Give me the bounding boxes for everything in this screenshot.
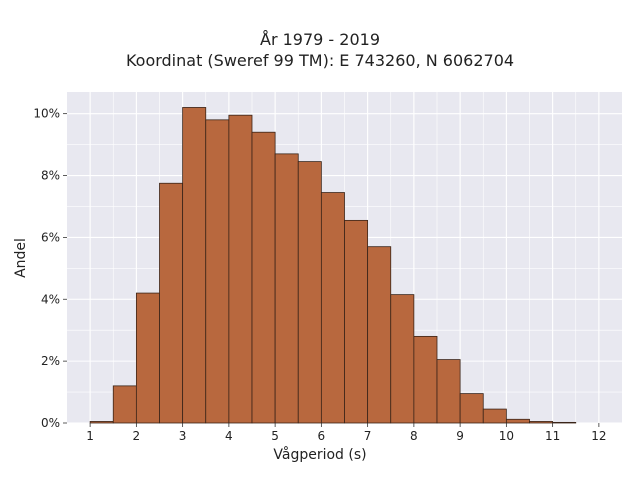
- plot-area: 1 2 3 4 5 6 7 8 9 10 11 120%2%4%6%8%10%: [33, 92, 622, 443]
- histogram-bar: [367, 246, 392, 424]
- histogram-bar: [529, 421, 554, 424]
- y-tick-label: 6%: [41, 230, 60, 244]
- x-tick-label: 12: [591, 429, 606, 443]
- y-tick-label: 8%: [41, 169, 60, 183]
- histogram-bar: [251, 131, 276, 424]
- x-axis-label: Vågperiod (s): [273, 447, 367, 463]
- x-tick-label: 4: [225, 429, 233, 443]
- x-tick-label: 3: [179, 429, 187, 443]
- x-tick-label: 6: [318, 429, 326, 443]
- histogram-bar: [459, 393, 484, 424]
- histogram-bar: [159, 182, 184, 424]
- histogram-bar: [89, 421, 114, 424]
- histogram-bar: [205, 119, 230, 424]
- x-tick-label: 1: [86, 429, 94, 443]
- histogram-bar: [505, 418, 530, 424]
- histogram-bar: [228, 114, 253, 424]
- x-tick-label: 2: [133, 429, 141, 443]
- histogram-bar: [552, 421, 577, 424]
- x-tick-label: 7: [364, 429, 372, 443]
- y-tick-label: 4%: [41, 292, 60, 306]
- histogram-bar: [482, 408, 507, 424]
- y-tick-label: 2%: [41, 354, 60, 368]
- histogram-bar: [297, 161, 322, 424]
- chart-title: År 1979 - 2019: [260, 30, 380, 49]
- x-tick-label: 11: [545, 429, 560, 443]
- x-tick-label: 5: [271, 429, 279, 443]
- histogram-bar: [274, 153, 299, 424]
- histogram-bar: [436, 359, 461, 424]
- y-tick-label: 0%: [41, 416, 60, 430]
- x-tick-label: 8: [410, 429, 418, 443]
- y-tick-label: 10%: [33, 107, 60, 121]
- histogram-bar: [320, 192, 345, 424]
- x-tick-label: 10: [499, 429, 514, 443]
- y-axis-label: Andel: [13, 238, 29, 278]
- chart-subtitle: Koordinat (Sweref 99 TM): E 743260, N 60…: [125, 51, 515, 70]
- histogram-bar: [413, 335, 438, 424]
- histogram-bar: [390, 294, 415, 424]
- histogram-bar: [112, 385, 137, 424]
- histogram-bar: [182, 107, 207, 424]
- x-tick-label: 9: [456, 429, 464, 443]
- histogram-bar: [344, 219, 369, 424]
- histogram-bar: [135, 292, 160, 424]
